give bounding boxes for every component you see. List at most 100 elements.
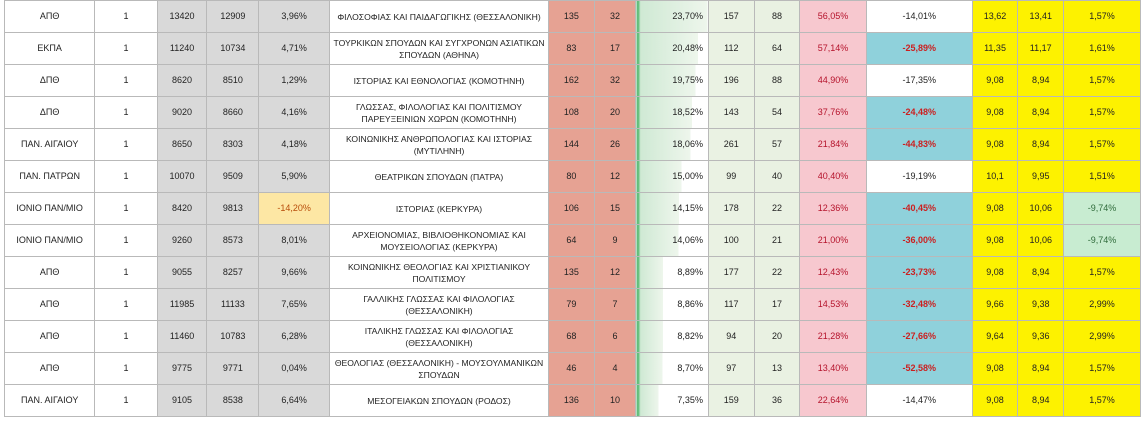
department-cell[interactable]: ΓΑΛΛΙΚΗΣ ΓΛΩΣΣΑΣ ΚΑΙ ΦΙΛΟΛΟΓΙΑΣ (ΘΕΣΣΑΛΟ…: [328, 288, 550, 321]
prev-applicants-cell[interactable]: 100: [707, 224, 755, 257]
university-cell[interactable]: ΑΠΘ: [3, 288, 96, 321]
applicants-cell[interactable]: 162: [548, 64, 595, 97]
placed-cell[interactable]: 32: [593, 64, 637, 97]
count-cell[interactable]: 1: [94, 352, 158, 385]
prev-placed-cell[interactable]: 17: [753, 288, 801, 321]
applicants-cell[interactable]: 80: [548, 160, 595, 193]
ratio-databar-cell[interactable]: 8,70%: [635, 352, 709, 385]
department-cell[interactable]: ΑΡΧΕΙΟΝΟΜΙΑΣ, ΒΙΒΛΙΟΘΗΚΟΝΟΜΙΑΣ ΚΑΙ ΜΟΥΣΕ…: [328, 224, 550, 257]
applicants-cell[interactable]: 106: [548, 192, 595, 225]
applicants-cell[interactable]: 144: [548, 128, 595, 161]
base-2019-cell[interactable]: 8650: [156, 128, 208, 161]
count-cell[interactable]: 1: [94, 320, 158, 353]
grade-2018-cell[interactable]: 8,94: [1017, 384, 1065, 417]
prev-placed-cell[interactable]: 13: [753, 352, 801, 385]
base-2019-cell[interactable]: 11985: [156, 288, 208, 321]
placed-cell[interactable]: 17: [593, 32, 637, 65]
grade-change-cell[interactable]: 1,57%: [1063, 0, 1141, 33]
base-2019-cell[interactable]: 11460: [156, 320, 208, 353]
grade-change-cell[interactable]: 1,57%: [1063, 384, 1141, 417]
grade-2019-cell[interactable]: 9,08: [971, 64, 1019, 97]
base-2018-cell[interactable]: 8257: [206, 256, 260, 289]
placed-cell[interactable]: 32: [593, 0, 637, 33]
grade-change-cell[interactable]: 1,57%: [1063, 352, 1141, 385]
department-cell[interactable]: ΤΟΥΡΚΙΚΩΝ ΣΠΟΥΔΩΝ ΚΑΙ ΣΥΓΧΡΟΝΩΝ ΑΣΙΑΤΙΚΩ…: [328, 32, 550, 65]
grade-2018-cell[interactable]: 8,94: [1017, 96, 1065, 129]
prev-placed-cell[interactable]: 22: [753, 192, 801, 225]
prev-ratio-cell[interactable]: 21,28%: [799, 320, 867, 353]
base-change-cell[interactable]: 6,28%: [258, 320, 330, 353]
grade-2019-cell[interactable]: 9,08: [971, 96, 1019, 129]
count-cell[interactable]: 1: [94, 64, 158, 97]
grade-2018-cell[interactable]: 10,06: [1017, 224, 1065, 257]
ratio-databar-cell[interactable]: 7,35%: [635, 384, 709, 417]
ratio-databar-cell[interactable]: 19,75%: [635, 64, 709, 97]
change-cell[interactable]: -23,73%: [865, 256, 973, 289]
base-change-cell[interactable]: 8,01%: [258, 224, 330, 257]
placed-cell[interactable]: 12: [593, 160, 637, 193]
change-cell[interactable]: -36,00%: [865, 224, 973, 257]
grade-2018-cell[interactable]: 8,94: [1017, 64, 1065, 97]
grade-change-cell[interactable]: 1,51%: [1063, 160, 1141, 193]
prev-applicants-cell[interactable]: 143: [707, 96, 755, 129]
university-cell[interactable]: ΠΑΝ. ΠΑΤΡΩΝ: [3, 160, 96, 193]
base-change-cell[interactable]: -14,20%: [258, 192, 330, 225]
grade-2019-cell[interactable]: 9,66: [971, 288, 1019, 321]
prev-placed-cell[interactable]: 21: [753, 224, 801, 257]
prev-placed-cell[interactable]: 22: [753, 256, 801, 289]
base-2019-cell[interactable]: 9020: [156, 96, 208, 129]
grade-2019-cell[interactable]: 11,35: [971, 32, 1019, 65]
grade-change-cell[interactable]: 1,61%: [1063, 32, 1141, 65]
department-cell[interactable]: ΦΙΛΟΣΟΦΙΑΣ ΚΑΙ ΠΑΙΔΑΓΩΓΙΚΗΣ (ΘΕΣΣΑΛΟΝΙΚΗ…: [328, 0, 550, 33]
count-cell[interactable]: 1: [94, 224, 158, 257]
department-cell[interactable]: ΘΕΑΤΡΙΚΩΝ ΣΠΟΥΔΩΝ (ΠΑΤΡΑ): [328, 160, 550, 193]
base-2019-cell[interactable]: 9260: [156, 224, 208, 257]
prev-ratio-cell[interactable]: 37,76%: [799, 96, 867, 129]
base-2018-cell[interactable]: 10734: [206, 32, 260, 65]
department-cell[interactable]: ΓΛΩΣΣΑΣ, ΦΙΛΟΛΟΓΙΑΣ ΚΑΙ ΠΟΛΙΤΙΣΜΟΥ ΠΑΡΕΥ…: [328, 96, 550, 129]
department-cell[interactable]: ΘΕΟΛΟΓΙΑΣ (ΘΕΣΣΑΛΟΝΙΚΗ) - ΜΟΥΣΟΥΛΜΑΝΙΚΩΝ…: [328, 352, 550, 385]
ratio-databar-cell[interactable]: 8,89%: [635, 256, 709, 289]
department-cell[interactable]: ΙΣΤΟΡΙΑΣ (ΚΕΡΚΥΡΑ): [328, 192, 550, 225]
prev-placed-cell[interactable]: 88: [753, 0, 801, 33]
ratio-databar-cell[interactable]: 14,06%: [635, 224, 709, 257]
ratio-databar-cell[interactable]: 15,00%: [635, 160, 709, 193]
prev-applicants-cell[interactable]: 94: [707, 320, 755, 353]
change-cell[interactable]: -17,35%: [865, 64, 973, 97]
base-2018-cell[interactable]: 12909: [206, 0, 260, 33]
base-2018-cell[interactable]: 8660: [206, 96, 260, 129]
base-2018-cell[interactable]: 8538: [206, 384, 260, 417]
prev-ratio-cell[interactable]: 56,05%: [799, 0, 867, 33]
prev-ratio-cell[interactable]: 12,36%: [799, 192, 867, 225]
prev-applicants-cell[interactable]: 261: [707, 128, 755, 161]
grade-2018-cell[interactable]: 9,95: [1017, 160, 1065, 193]
ratio-databar-cell[interactable]: 14,15%: [635, 192, 709, 225]
base-change-cell[interactable]: 5,90%: [258, 160, 330, 193]
grade-2018-cell[interactable]: 8,94: [1017, 352, 1065, 385]
grade-2019-cell[interactable]: 9,08: [971, 192, 1019, 225]
grade-2019-cell[interactable]: 9,08: [971, 384, 1019, 417]
applicants-cell[interactable]: 136: [548, 384, 595, 417]
prev-applicants-cell[interactable]: 178: [707, 192, 755, 225]
grade-2019-cell[interactable]: 13,62: [971, 0, 1019, 33]
change-cell[interactable]: -44,83%: [865, 128, 973, 161]
base-2019-cell[interactable]: 9775: [156, 352, 208, 385]
prev-ratio-cell[interactable]: 13,40%: [799, 352, 867, 385]
placed-cell[interactable]: 26: [593, 128, 637, 161]
university-cell[interactable]: ΠΑΝ. ΑΙΓΑΙΟΥ: [3, 128, 96, 161]
prev-placed-cell[interactable]: 20: [753, 320, 801, 353]
prev-ratio-cell[interactable]: 21,84%: [799, 128, 867, 161]
applicants-cell[interactable]: 108: [548, 96, 595, 129]
change-cell[interactable]: -40,45%: [865, 192, 973, 225]
prev-ratio-cell[interactable]: 57,14%: [799, 32, 867, 65]
prev-applicants-cell[interactable]: 97: [707, 352, 755, 385]
base-2019-cell[interactable]: 10070: [156, 160, 208, 193]
base-2019-cell[interactable]: 8420: [156, 192, 208, 225]
ratio-databar-cell[interactable]: 8,82%: [635, 320, 709, 353]
university-cell[interactable]: ΔΠΘ: [3, 96, 96, 129]
prev-applicants-cell[interactable]: 117: [707, 288, 755, 321]
base-change-cell[interactable]: 7,65%: [258, 288, 330, 321]
prev-placed-cell[interactable]: 40: [753, 160, 801, 193]
ratio-databar-cell[interactable]: 20,48%: [635, 32, 709, 65]
prev-placed-cell[interactable]: 54: [753, 96, 801, 129]
